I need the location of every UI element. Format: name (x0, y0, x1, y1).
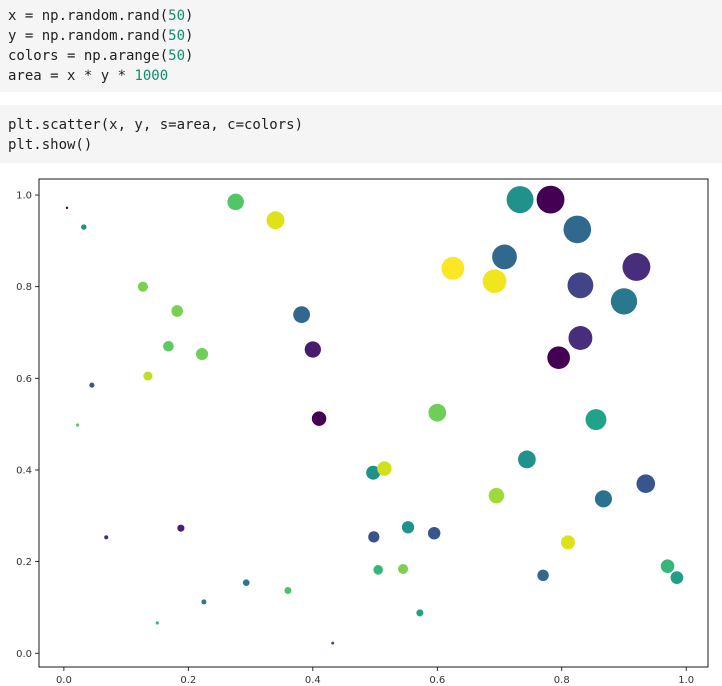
y-tick-label: 0.0 (16, 649, 32, 660)
scatter-point (366, 465, 381, 480)
scatter-point (137, 281, 148, 292)
scatter-point (416, 609, 424, 617)
scatter-point (266, 211, 285, 230)
scatter-point (171, 305, 183, 317)
scatter-point (560, 535, 575, 550)
scatter-point (427, 526, 441, 540)
scatter-point (163, 340, 174, 352)
x-tick-label: 1.0 (678, 675, 694, 686)
scatter-plot-output: 0.0 0.2 0.4 0.6 0.8 1.0 0.0 0.2 0.4 0.6 0.8 1.0 (16, 178, 709, 686)
code-text: x = np.random.rand( (8, 8, 169, 24)
code-text: plt.show() (8, 137, 93, 153)
scatter-point (482, 269, 507, 294)
scatter-point (488, 487, 505, 504)
scatter-point (177, 524, 185, 532)
code-line: plt.scatter(x, y, s=area, c=colors) (8, 115, 714, 135)
code-cell-2[interactable]: plt.scatter(x, y, s=area, c=colors) plt.s… (0, 105, 722, 163)
scatter-point (401, 521, 415, 534)
scatter-point (143, 371, 153, 381)
scatter-point (398, 563, 409, 574)
scatter-point (377, 461, 392, 476)
scatter-point (537, 569, 549, 582)
scatter-point (547, 346, 570, 370)
code-text: ) (185, 28, 194, 44)
x-tick-label: 0.0 (56, 675, 72, 686)
scatter-point (594, 490, 612, 508)
scatter-point (585, 409, 607, 431)
scatter-point (311, 411, 327, 426)
y-tick-label: 0.4 (16, 465, 32, 476)
scatter-point (536, 185, 565, 214)
code-number: 50 (168, 48, 186, 64)
axes-frame (38, 178, 709, 668)
code-line: colors = np.arange(50) (8, 46, 714, 66)
scatter-point (441, 256, 465, 280)
scatter-point (104, 535, 109, 540)
scatter-point (568, 326, 593, 350)
y-tick-label: 1.0 (16, 191, 32, 202)
scatter-point (227, 193, 244, 211)
code-line: y = np.random.rand(50) (8, 26, 714, 46)
scatter-point (610, 288, 638, 315)
code-text: y = np.random.rand( (8, 28, 169, 44)
code-number: 50 (168, 8, 186, 24)
scatter-point (368, 531, 380, 543)
scatter-point (506, 186, 534, 214)
x-tick-label: 0.6 (429, 675, 445, 686)
scatter-point (196, 348, 209, 361)
code-number: 50 (168, 28, 186, 44)
scatter-point (81, 224, 87, 230)
scatter-point (331, 641, 335, 645)
code-line: x = np.random.rand(50) (8, 6, 714, 26)
x-tick-label: 0.4 (305, 675, 321, 686)
code-cell-1[interactable]: x = np.random.rand(50) y = np.random.rand… (0, 0, 722, 92)
code-text: plt.scatter(x, y, s=area, c=colors) (8, 117, 304, 133)
scatter-point (201, 599, 207, 605)
y-tick-label: 0.8 (16, 282, 32, 293)
scatter-point (567, 272, 594, 299)
scatter-point (622, 253, 651, 281)
y-tick-label: 0.6 (16, 374, 32, 385)
scatter-point (75, 423, 80, 427)
code-number: 1000 (134, 68, 169, 84)
code-text: area = x * y * (8, 68, 135, 84)
scatter-point (492, 244, 517, 270)
scatter-point (670, 571, 684, 585)
y-tick-label: 0.2 (16, 557, 32, 568)
scatter-point (660, 559, 675, 573)
scatter-point (284, 586, 292, 594)
scatter-point (518, 450, 536, 469)
code-text: colors = np.arange( (8, 48, 169, 64)
scatter-point (293, 306, 311, 324)
scatter-point (636, 474, 656, 494)
x-tick-label: 0.8 (554, 675, 570, 686)
code-line: area = x * y * 1000 (8, 66, 714, 86)
scatter-point (65, 206, 69, 210)
scatter-point (563, 215, 592, 244)
x-tick-label: 0.2 (180, 675, 196, 686)
scatter-point (89, 382, 95, 388)
scatter-point (428, 403, 447, 422)
scatter-point (373, 565, 383, 575)
scatter-point (304, 341, 321, 358)
scatter-point (242, 579, 250, 587)
code-text: ) (185, 8, 194, 24)
code-line: plt.show() (8, 135, 714, 155)
code-text: ) (185, 48, 194, 64)
scatter-point (155, 621, 159, 625)
